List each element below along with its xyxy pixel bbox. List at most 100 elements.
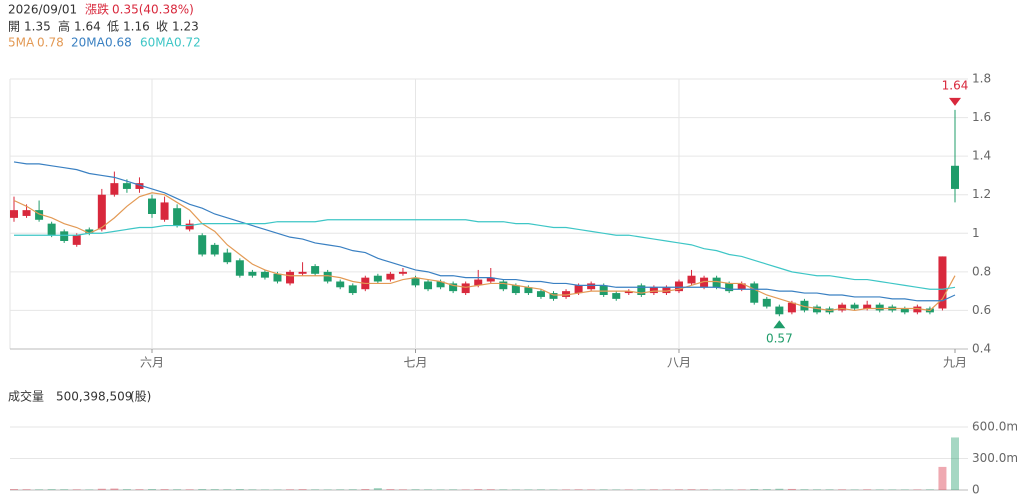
volume-bar <box>336 489 345 490</box>
volume-bar <box>223 489 232 490</box>
volume-bar <box>662 489 671 490</box>
candle-body <box>223 252 232 263</box>
candle-body <box>624 291 633 294</box>
close-value: 1.23 <box>172 20 199 34</box>
candle-body <box>850 304 859 309</box>
candle-body <box>587 283 596 290</box>
candle-body <box>750 283 759 303</box>
candle-body <box>574 285 583 294</box>
candle-body <box>248 271 257 276</box>
candle-body <box>662 287 671 294</box>
volume-bar <box>499 489 508 490</box>
candle-body <box>499 281 508 290</box>
ma-legend-value: 0.78 <box>37 36 64 50</box>
candle-body <box>273 273 282 282</box>
volume-bar <box>72 489 81 490</box>
candle-body <box>60 231 69 241</box>
volume-bar <box>260 489 269 490</box>
candle-body <box>286 271 295 284</box>
volume-bar <box>511 489 520 490</box>
high-label: 高 <box>58 19 70 34</box>
y-tick-label: 1 <box>972 226 980 240</box>
volume-bar <box>674 489 683 490</box>
volume-bar <box>198 489 207 490</box>
candle-body <box>47 223 56 236</box>
volume-bar <box>348 489 357 490</box>
volume-bar <box>838 489 847 490</box>
volume-bar <box>60 489 69 490</box>
change-label: 漲跌 <box>85 2 109 17</box>
low-label: 低 <box>107 20 119 34</box>
y-tick-label: 0.6 <box>972 303 991 317</box>
volume-bar <box>913 489 922 490</box>
candle-body <box>938 256 947 309</box>
candle-body <box>549 293 558 299</box>
volume-unit: (股) <box>130 390 151 404</box>
x-tick-label: 七月 <box>403 356 427 370</box>
x-tick-label: 八月 <box>667 356 691 370</box>
candle-body <box>135 183 144 189</box>
volume-bar <box>599 489 608 490</box>
candle-body <box>900 308 909 313</box>
volume-bar <box>587 489 596 490</box>
volume-bar <box>474 489 483 490</box>
volume-bar <box>398 489 407 490</box>
candle-body <box>474 279 483 286</box>
y-tick-label: 1.4 <box>972 149 991 163</box>
candle-body <box>461 283 470 294</box>
volume-bar <box>210 489 219 490</box>
candle-body <box>424 281 433 290</box>
candle-body <box>875 304 884 311</box>
min-marker <box>773 320 786 329</box>
volume-bar <box>536 489 545 490</box>
candle-body <box>775 306 784 315</box>
candle-body <box>336 281 345 288</box>
y-tick-label: 1.6 <box>972 110 991 124</box>
candle-body <box>198 235 207 255</box>
volume-bar <box>273 489 282 490</box>
candle-body <box>486 277 495 282</box>
volume-bar <box>612 489 621 490</box>
volume-bar <box>787 488 796 490</box>
candle-body <box>185 223 194 230</box>
candle-body <box>311 266 320 274</box>
candle-body <box>562 291 571 297</box>
candle-body <box>737 283 746 290</box>
volume-bar <box>486 489 495 490</box>
candle-body <box>173 208 182 226</box>
open-label: 開 <box>8 20 20 34</box>
volume-bar <box>888 489 897 490</box>
candle-body <box>398 271 407 274</box>
volume-bar <box>737 489 746 490</box>
volume-bar <box>951 437 959 490</box>
volume-title: 成交量 <box>8 389 44 404</box>
candle-body <box>449 283 458 292</box>
candle-body <box>863 304 872 309</box>
change-value: 0.35(40.38%) <box>112 3 194 17</box>
volume-bar <box>361 489 370 490</box>
volume-bar <box>762 489 771 490</box>
y-tick-label: 0.4 <box>972 342 991 356</box>
volume-bar <box>875 489 884 490</box>
volume-bar <box>248 489 257 490</box>
volume-bar <box>97 488 106 490</box>
close-label: 收 <box>156 20 168 34</box>
candle-body <box>148 198 157 214</box>
candle-body <box>436 281 445 288</box>
ma-legend-name: 60MA <box>140 36 175 50</box>
volume-bar <box>524 489 533 490</box>
y-tick-label: 1.8 <box>972 72 991 86</box>
candle-body <box>511 285 520 294</box>
x-tick-label: 九月 <box>943 356 967 370</box>
candle-body <box>122 183 131 189</box>
max-marker <box>949 97 961 106</box>
volume-tick-label: 0 <box>972 483 980 497</box>
volume-bar <box>411 489 420 490</box>
volume-bar <box>298 489 307 490</box>
candle-body <box>700 277 709 288</box>
volume-bar <box>812 489 821 490</box>
candle-body <box>725 283 734 292</box>
volume-bar <box>562 489 571 490</box>
candle-body <box>386 273 395 280</box>
min-label: 0.57 <box>766 332 793 346</box>
